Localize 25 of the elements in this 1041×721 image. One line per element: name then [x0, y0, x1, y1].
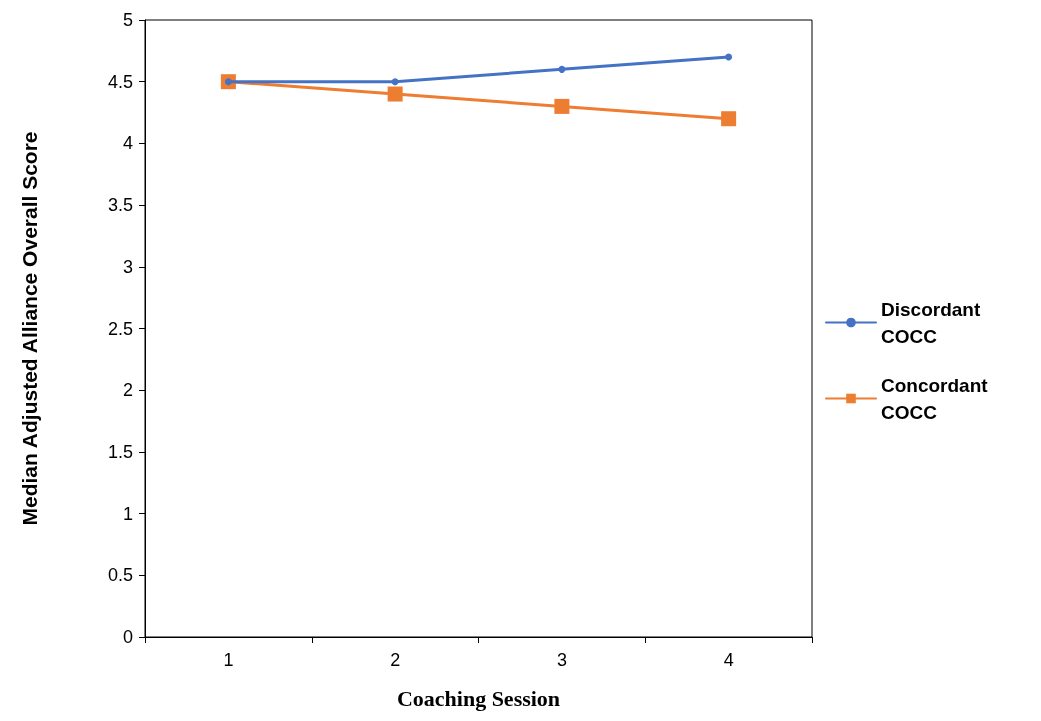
point [554, 98, 570, 114]
y-tick-label: 1 [122, 503, 133, 524]
point [558, 65, 566, 73]
point [391, 78, 399, 86]
y-tick-label: 2.5 [107, 318, 133, 339]
x-tick-label: 4 [723, 650, 734, 670]
point [387, 86, 403, 102]
x-tick-label: 3 [556, 650, 567, 670]
y-tick-label: 2 [122, 380, 133, 401]
y-tick-label: 0.5 [107, 565, 133, 586]
y-tick-label: 4.5 [107, 71, 133, 92]
y-tick-label: 3 [122, 256, 133, 277]
y-tick-label: 5 [122, 10, 133, 30]
x-tick-label: 1 [223, 650, 234, 670]
point [721, 111, 737, 127]
y-tick-label: 3.5 [107, 195, 133, 216]
x-axis-title: Coaching Session [396, 685, 561, 711]
legend-label: Concordant COCC [881, 374, 993, 423]
legend-label: Discordant COCC [881, 298, 986, 347]
y-tick-label: 4 [122, 133, 133, 154]
y-tick-label: 1.5 [107, 441, 133, 462]
y-tick-label: 0 [122, 627, 133, 647]
point [725, 53, 733, 61]
y-axis-title: Median Adjusted Alliance Overall Score [18, 131, 41, 526]
x-tick-label: 2 [390, 650, 401, 670]
